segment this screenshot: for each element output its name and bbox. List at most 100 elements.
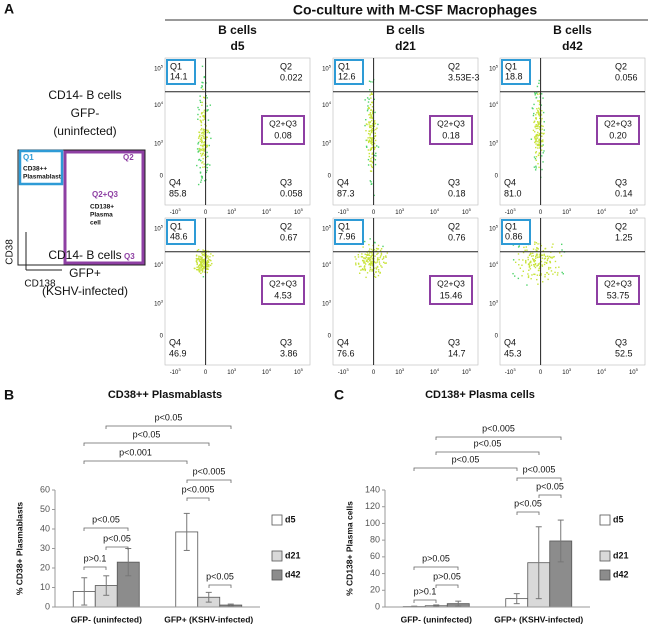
significance-bracket <box>538 494 562 498</box>
event-dot <box>362 259 364 262</box>
event-dot <box>203 97 206 99</box>
event-dot <box>363 262 365 264</box>
event-dot <box>366 139 368 141</box>
event-dot <box>380 248 383 250</box>
event-dot <box>355 264 357 266</box>
panel-title: Co-culture with M-CSF Macrophages <box>293 2 537 18</box>
event-dot <box>538 166 540 169</box>
event-dot <box>377 274 380 277</box>
event-dot <box>208 258 210 261</box>
x-tick-label: GFP- (uninfected) <box>71 614 142 624</box>
event-dot <box>205 95 207 97</box>
event-dot <box>206 268 208 271</box>
event-dot <box>201 269 203 271</box>
event-dot <box>522 251 525 254</box>
y-axis-label: % CD38+ Plasmablasts <box>14 502 24 596</box>
event-dot <box>370 160 373 163</box>
event-dot <box>368 125 371 127</box>
event-dot <box>541 110 543 112</box>
event-dot <box>533 121 535 124</box>
event-dot <box>200 86 203 89</box>
event-dot <box>364 99 366 101</box>
quadrant-name: Q1 <box>338 61 350 71</box>
y-tick-label: 104 <box>154 100 164 109</box>
event-dot <box>538 126 541 128</box>
event-dot <box>369 180 371 182</box>
event-dot <box>203 144 206 147</box>
event-dot <box>373 148 376 150</box>
event-dot <box>368 258 370 261</box>
quadrant-value: 0.86 <box>505 231 523 241</box>
event-dot <box>202 128 205 131</box>
event-dot <box>540 254 543 257</box>
event-dot <box>533 265 536 267</box>
event-dot <box>537 121 539 124</box>
quadrant-name: Q3 <box>448 177 460 187</box>
event-dot <box>202 260 205 263</box>
x-tick-label-exp: 3 <box>178 207 181 212</box>
event-dot <box>536 144 539 147</box>
event-dot <box>382 245 384 248</box>
event-dot <box>373 248 376 251</box>
event-dot <box>360 265 362 268</box>
event-dot <box>370 255 372 257</box>
quadrant-name: Q4 <box>504 177 516 187</box>
y-tick-label: 105 <box>154 223 164 232</box>
event-dot <box>200 129 202 131</box>
event-dot <box>546 258 549 260</box>
event-dot <box>553 255 555 258</box>
event-dot <box>541 257 544 259</box>
event-dot <box>363 261 365 263</box>
quadrant-value: 48.6 <box>170 231 188 241</box>
event-dot <box>201 65 204 68</box>
event-dot <box>198 258 200 260</box>
event-dot <box>361 256 363 258</box>
event-dot <box>199 119 202 122</box>
event-dot <box>538 139 540 141</box>
event-dot <box>373 273 375 276</box>
event-dot <box>518 245 520 247</box>
y-tick-label: 60 <box>370 551 380 561</box>
event-dot <box>538 82 540 85</box>
event-dot <box>197 183 200 186</box>
event-dot <box>368 155 371 158</box>
y-tick-label-base: 0 <box>328 333 332 339</box>
event-dot <box>533 136 536 138</box>
event-dot <box>533 273 535 275</box>
event-dot <box>369 94 371 96</box>
quadrant-value: 0.08 <box>274 130 292 140</box>
event-dot <box>366 146 368 148</box>
event-dot <box>201 259 204 261</box>
event-dot <box>535 125 538 128</box>
event-dot <box>374 159 377 161</box>
event-dot <box>526 284 528 286</box>
event-dot <box>529 268 532 270</box>
column-header: B cells <box>553 23 592 37</box>
quadrant-value: 53.75 <box>607 290 630 300</box>
event-dot <box>558 266 560 268</box>
event-dot <box>375 152 377 155</box>
event-dot <box>198 269 200 271</box>
event-dot <box>371 248 373 251</box>
x-tick-label-base: -10 <box>338 370 347 376</box>
event-dot <box>207 255 209 257</box>
significance-label: p<0.05 <box>155 412 183 422</box>
x-tick-label-base: -10 <box>170 370 179 376</box>
event-dot <box>374 123 376 125</box>
y-tick-label: 0 <box>328 173 332 179</box>
event-dot <box>362 246 364 248</box>
event-dot <box>201 139 203 142</box>
event-dot <box>535 137 538 139</box>
y-tick-label-base: 10 <box>322 103 329 109</box>
y-tick-label-exp: 4 <box>161 260 164 265</box>
event-dot <box>550 270 553 272</box>
event-dot <box>196 258 199 260</box>
event-dot <box>354 256 356 258</box>
event-dot <box>534 273 536 276</box>
x-tick-label-exp: 4 <box>437 207 440 212</box>
event-dot <box>203 111 205 113</box>
event-dot <box>200 269 202 271</box>
row-label: GFP- <box>71 106 100 120</box>
event-dot <box>370 263 372 265</box>
quadrant-name: Q1 <box>338 221 350 231</box>
